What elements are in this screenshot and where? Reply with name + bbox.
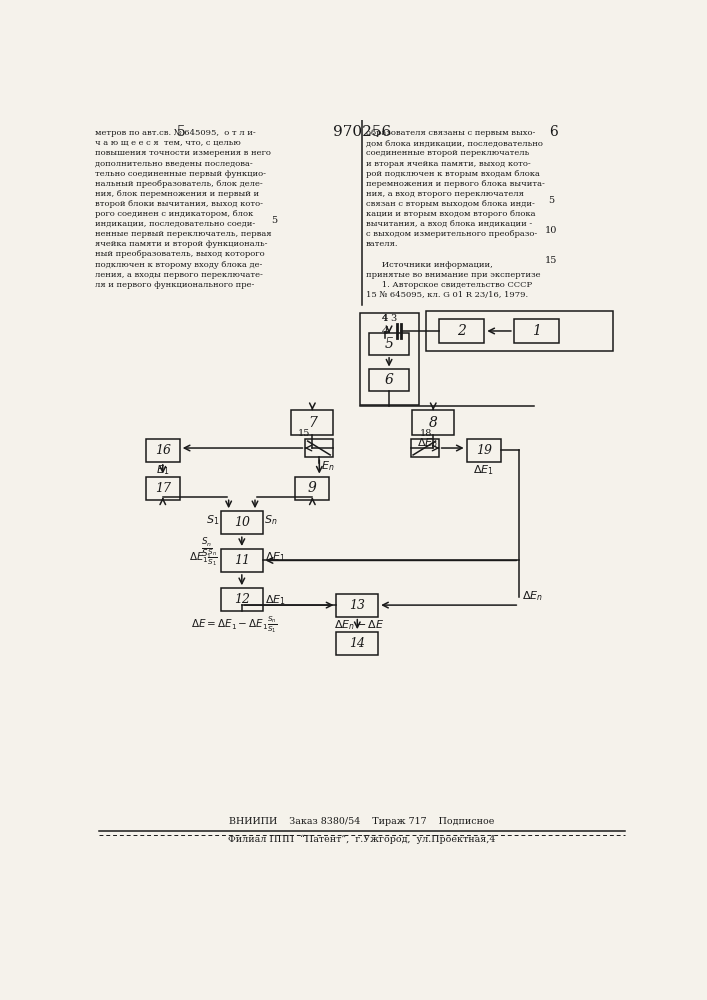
Text: 8: 8: [429, 416, 438, 430]
Text: 5: 5: [271, 216, 277, 225]
Text: 5: 5: [177, 125, 186, 139]
Text: 14: 14: [349, 637, 366, 650]
Text: 17: 17: [155, 482, 171, 495]
Text: 10: 10: [234, 516, 250, 529]
Bar: [337, 632, 378, 655]
Text: $\Delta E_n - \Delta E$: $\Delta E_n - \Delta E$: [334, 618, 384, 632]
Text: $\Delta E = \Delta E_1 - \Delta E_1\frac{S_n}{S_1}$: $\Delta E = \Delta E_1 - \Delta E_1\frac…: [191, 614, 277, 635]
Bar: [305, 439, 333, 457]
Text: $\Delta E_1$: $\Delta E_1$: [265, 550, 286, 564]
Bar: [337, 594, 378, 617]
Bar: [146, 439, 180, 462]
Text: $\Delta E_1$: $\Delta E_1$: [265, 593, 286, 607]
Text: 19: 19: [476, 444, 491, 457]
Text: 3: 3: [390, 314, 397, 323]
Text: 11: 11: [234, 554, 250, 567]
Text: 13: 13: [349, 599, 366, 612]
Bar: [411, 439, 438, 457]
Bar: [291, 410, 333, 435]
Text: $\frac{S_n}{S_1}$: $\frac{S_n}{S_1}$: [201, 536, 213, 561]
Bar: [369, 333, 409, 355]
Text: 4: 4: [382, 314, 388, 323]
Bar: [221, 549, 263, 572]
Text: $S_n$: $S_n$: [264, 513, 278, 527]
Text: 15: 15: [545, 256, 557, 265]
Bar: [221, 588, 263, 611]
Text: 5: 5: [385, 337, 394, 351]
Bar: [440, 319, 484, 343]
Bar: [360, 312, 419, 405]
Text: 5: 5: [548, 196, 554, 205]
Text: $\Delta E_1\frac{S_n}{S_1}$: $\Delta E_1\frac{S_n}{S_1}$: [189, 547, 218, 568]
Bar: [467, 439, 501, 462]
Bar: [375, 324, 395, 338]
Bar: [146, 477, 180, 500]
Bar: [221, 511, 263, 534]
Text: ВНИИПИ    Заказ 8380/54    Тираж 717    Подписное: ВНИИПИ Заказ 8380/54 Тираж 717 Подписное: [229, 817, 495, 826]
Text: $S_1$: $S_1$: [206, 513, 219, 527]
Text: 18: 18: [420, 429, 433, 438]
Bar: [296, 477, 329, 500]
Text: 12: 12: [234, 593, 250, 606]
Text: метров по авт.св. № 645095,  о т л и-
ч а ю щ е е с я  тем, что, с целью
повышен: метров по авт.св. № 645095, о т л и- ч а…: [95, 129, 271, 289]
Text: $\Delta E_1$: $\Delta E_1$: [473, 463, 494, 477]
Text: $\Delta E_n$: $\Delta E_n$: [416, 436, 438, 450]
Text: 6: 6: [549, 125, 558, 139]
Bar: [369, 369, 409, 391]
Bar: [514, 319, 559, 343]
Text: 9: 9: [308, 481, 317, 495]
Text: 16: 16: [155, 444, 171, 457]
Bar: [426, 311, 613, 351]
Bar: [412, 410, 454, 435]
Text: $\Delta E_n$: $\Delta E_n$: [522, 589, 543, 603]
Text: 10: 10: [545, 226, 557, 235]
Text: 970256: 970256: [333, 125, 391, 139]
Text: $E_n$: $E_n$: [321, 459, 334, 473]
Text: образователя связаны с первым выхо-
дом блока индикации, последовательно
соедине: образователя связаны с первым выхо- дом …: [366, 129, 544, 299]
Text: Филиал ППП  “Патент”,  г.Ужгород,  ул.Проектная,4: Филиал ППП “Патент”, г.Ужгород, ул.Проек…: [228, 834, 496, 844]
Text: $E_1$: $E_1$: [156, 463, 170, 477]
Text: 7: 7: [308, 416, 317, 430]
Text: 6: 6: [385, 373, 394, 387]
Text: 15: 15: [298, 429, 310, 438]
Text: 4: 4: [382, 314, 388, 323]
Text: 1: 1: [532, 324, 541, 338]
Text: 4: 4: [381, 326, 388, 336]
Text: 2: 2: [457, 324, 467, 338]
